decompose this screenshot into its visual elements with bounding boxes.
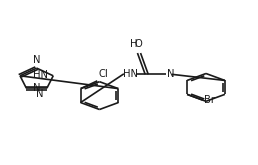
Text: Br: Br: [204, 95, 215, 105]
Text: N: N: [36, 89, 43, 99]
Text: N: N: [167, 68, 175, 79]
Text: HN: HN: [123, 69, 138, 79]
Text: N: N: [33, 55, 40, 65]
Text: HN: HN: [33, 70, 48, 80]
Text: O: O: [134, 39, 142, 49]
Text: N: N: [33, 83, 40, 93]
Text: H: H: [130, 39, 138, 49]
Text: Cl: Cl: [99, 69, 108, 79]
